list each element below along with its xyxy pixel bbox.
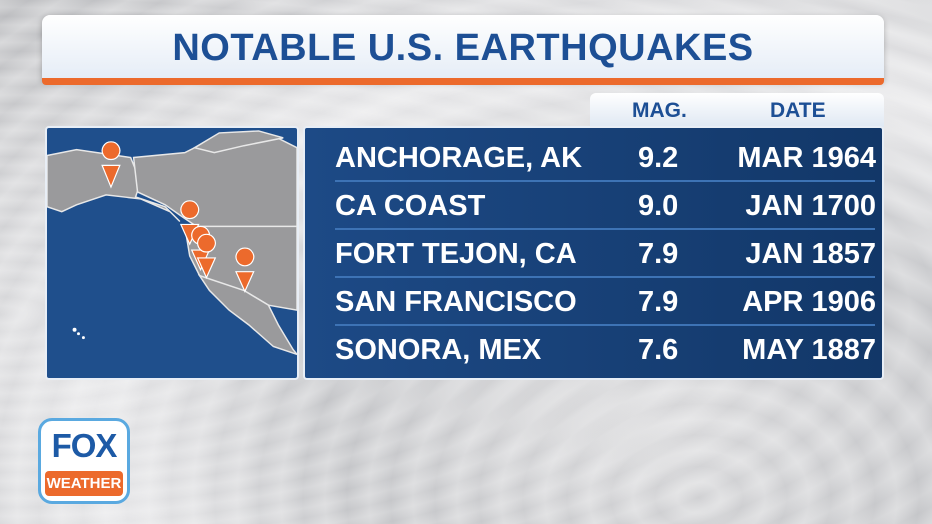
magnitude: 9.2 <box>638 142 679 174</box>
map-panel <box>45 126 299 380</box>
location: SONORA, MEX <box>335 334 542 366</box>
mexico <box>197 274 297 356</box>
fox-weather-logo: FOX WEATHER <box>38 418 130 504</box>
date: MAY 1887 <box>742 334 876 366</box>
date: APR 1906 <box>742 286 876 318</box>
magnitude: 7.9 <box>638 238 679 270</box>
header-magnitude: MAG. <box>632 99 687 122</box>
logo-weather: WEATHER <box>45 471 123 496</box>
map-pin-icon <box>196 233 217 280</box>
row-divider <box>335 324 875 326</box>
alaska <box>47 148 181 223</box>
table-row: SONORA, MEX 7.6 MAY 1887 <box>335 328 880 374</box>
map <box>47 130 297 356</box>
location: FORT TEJON, CA <box>335 238 577 270</box>
magnitude: 7.6 <box>638 334 679 366</box>
page-title: NOTABLE U.S. EARTHQUAKES <box>172 26 754 69</box>
arctic-islands <box>192 130 284 154</box>
row-divider <box>335 180 875 182</box>
magnitude: 9.0 <box>638 190 679 222</box>
logo-fox: FOX <box>51 427 118 464</box>
title-underline <box>42 78 884 85</box>
date: MAR 1964 <box>737 142 876 174</box>
location: CA COAST <box>335 190 486 222</box>
table-row: SAN FRANCISCO 7.9 APR 1906 <box>335 280 880 326</box>
earthquake-table: ANCHORAGE, AK 9.2 MAR 1964 CA COAST 9.0 … <box>303 126 884 380</box>
date: JAN 1700 <box>745 190 876 222</box>
date: JAN 1857 <box>745 238 876 270</box>
title-bar: NOTABLE U.S. EARTHQUAKES <box>42 15 884 81</box>
table-row: FORT TEJON, CA 7.9 JAN 1857 <box>335 232 880 278</box>
table-row: ANCHORAGE, AK 9.2 MAR 1964 <box>335 136 880 182</box>
location: ANCHORAGE, AK <box>335 142 583 174</box>
magnitude: 7.9 <box>638 286 679 318</box>
map-pin-icon <box>235 247 255 293</box>
row-divider <box>335 228 875 230</box>
header-date: DATE <box>770 99 826 122</box>
table-row: CA COAST 9.0 JAN 1700 <box>335 184 880 230</box>
location: SAN FRANCISCO <box>335 286 577 318</box>
map-pin-icon <box>101 141 121 189</box>
row-divider <box>335 276 875 278</box>
column-header: MAG. DATE <box>590 93 884 127</box>
